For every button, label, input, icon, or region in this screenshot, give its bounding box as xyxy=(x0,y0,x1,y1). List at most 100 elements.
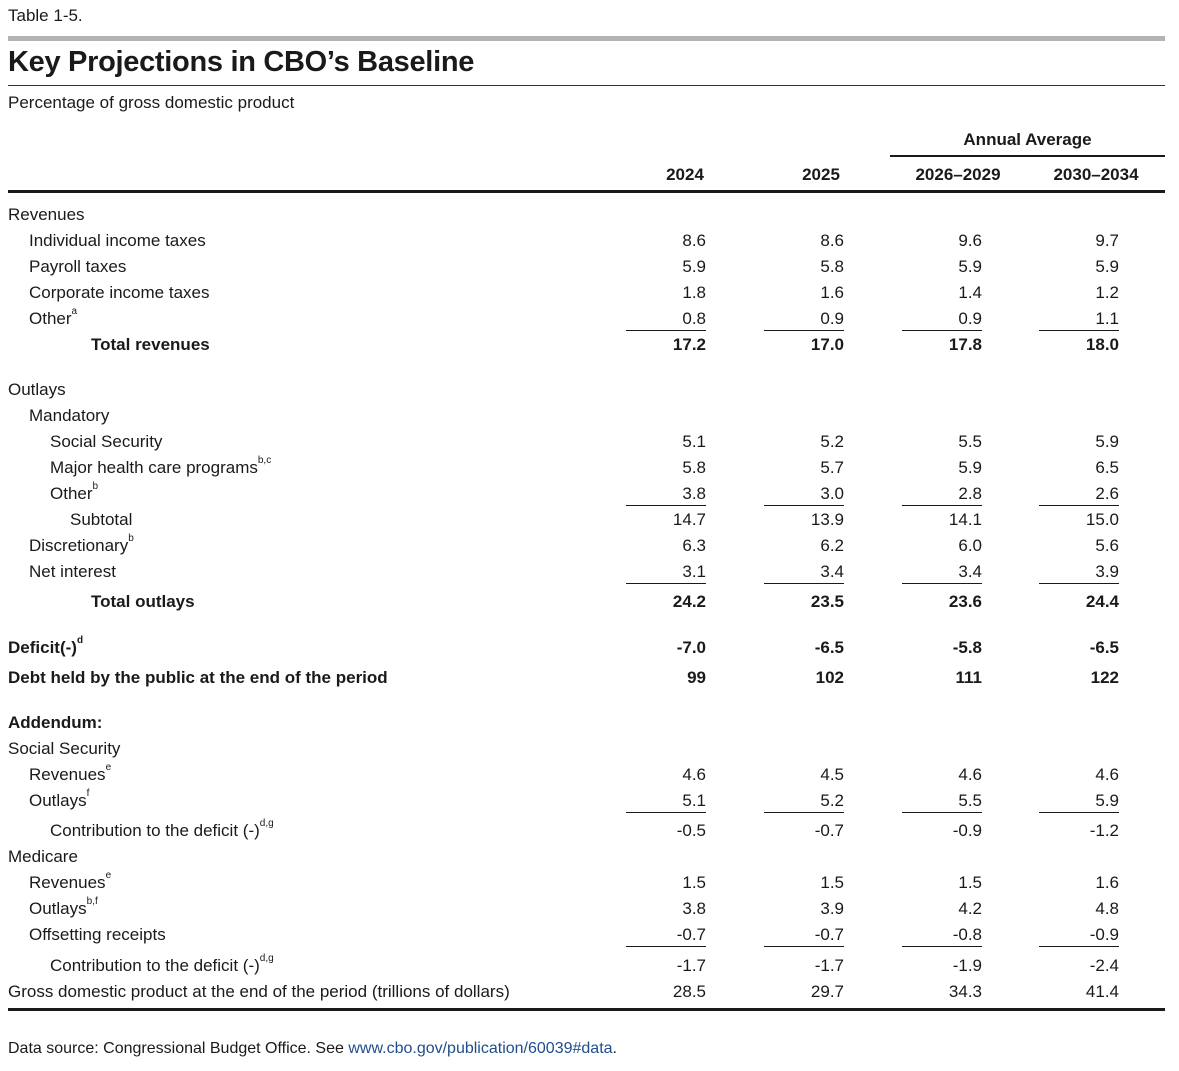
cell-value: -0.5 xyxy=(676,821,706,840)
footnote-marker: a xyxy=(71,306,78,318)
cell-value: 5.9 xyxy=(958,257,982,276)
cell-value: 17.2 xyxy=(672,335,706,354)
row-label: Total outlays xyxy=(91,592,195,612)
table-row: Offsetting receipts -0.7 -0.7 -0.8 -0.9 xyxy=(0,925,1179,949)
cell-value: 1.2 xyxy=(1095,283,1119,302)
row-label-text: Contribution to the deficit (-) xyxy=(50,821,260,840)
annual-average-rule xyxy=(890,155,1165,157)
cell-value: 4.6 xyxy=(1095,765,1119,784)
column-header-2024: 2024 xyxy=(666,165,704,184)
cell-value: -1.9 xyxy=(952,956,982,975)
cell-value: 1.1 xyxy=(1039,309,1119,331)
cell-value: 5.9 xyxy=(1095,432,1119,451)
row-label: Deficit(-)d xyxy=(8,636,83,658)
cell-value: -0.7 xyxy=(626,925,706,947)
cell-value: 23.5 xyxy=(810,592,844,611)
table-row: Revenues xyxy=(0,205,1179,229)
table-row: Outlaysf 5.1 5.2 5.5 5.9 xyxy=(0,789,1179,815)
table-row: Major health care programsb,c 5.8 5.7 5.9 6.… xyxy=(0,455,1179,482)
row-label: Corporate income taxes xyxy=(29,283,209,303)
cell-value: 29.7 xyxy=(810,982,844,1001)
cell-value: 15.0 xyxy=(1085,510,1119,529)
cell-value: 102 xyxy=(815,668,844,687)
cell-value: 3.1 xyxy=(626,562,706,584)
table-row: Total outlays 24.2 23.5 23.6 24.4 xyxy=(0,592,1179,616)
table-row: Net interest 3.1 3.4 3.4 3.9 xyxy=(0,562,1179,586)
row-label-text: Individual income taxes xyxy=(29,231,206,250)
cell-value: 6.5 xyxy=(1095,458,1119,477)
row-label: Mandatory xyxy=(29,406,109,426)
cell-value: 5.8 xyxy=(682,458,706,477)
cell-value: 9.6 xyxy=(958,231,982,250)
cell-value: -1.2 xyxy=(1089,821,1119,840)
footnote-marker: d,g xyxy=(259,818,274,830)
row-label: Medicare xyxy=(8,847,78,867)
cell-value: 6.3 xyxy=(682,536,706,555)
row-label-text: Offsetting receipts xyxy=(29,925,166,944)
cell-value: 0.8 xyxy=(626,309,706,331)
cell-value: -0.9 xyxy=(1039,925,1119,947)
table-row: Mandatory xyxy=(0,406,1179,430)
cell-value: 28.5 xyxy=(672,982,706,1001)
cell-value: -7.0 xyxy=(676,638,706,657)
row-label: Outlays xyxy=(8,380,66,400)
cell-value: 18.0 xyxy=(1085,335,1119,354)
title-rule xyxy=(8,85,1165,86)
table-row: Subtotal 14.7 13.9 14.1 15.0 xyxy=(0,510,1179,534)
cell-value: 5.9 xyxy=(1039,791,1119,813)
row-label-text: Discretionary xyxy=(29,536,129,555)
footnote-marker: e xyxy=(105,762,112,774)
row-label: Subtotal xyxy=(70,510,132,530)
cell-value: 2.6 xyxy=(1039,484,1119,506)
footnote-marker: e xyxy=(105,870,112,882)
cell-value: -2.4 xyxy=(1089,956,1119,975)
row-label: Revenuese xyxy=(29,870,112,893)
row-label-text: Revenues xyxy=(29,765,106,784)
row-label-text: Revenues xyxy=(8,205,85,224)
table-row: Revenuese 1.5 1.5 1.5 1.6 xyxy=(0,870,1179,897)
cell-value: 23.6 xyxy=(948,592,982,611)
row-label: Outlaysb,f xyxy=(29,897,98,919)
cell-value: 5.2 xyxy=(764,791,844,813)
cell-value: 1.5 xyxy=(958,873,982,892)
table-row: Social Security xyxy=(0,739,1179,763)
row-label: Revenuese xyxy=(29,762,112,785)
cell-value: 5.9 xyxy=(958,458,982,477)
row-label: Debt held by the public at the end of th… xyxy=(8,668,388,688)
column-header-2030-2034: 2030–2034 xyxy=(1053,165,1139,184)
bottom-rule xyxy=(8,1008,1165,1011)
cell-value: 8.6 xyxy=(820,231,844,250)
cell-value: -1.7 xyxy=(676,956,706,975)
cell-value: 5.6 xyxy=(1095,536,1119,555)
cell-value: 17.8 xyxy=(948,335,982,354)
row-label: Total revenues xyxy=(91,335,210,355)
cell-value: 13.9 xyxy=(810,510,844,529)
data-source-note: Data source: Congressional Budget Office… xyxy=(8,1040,617,1058)
row-label: Individual income taxes xyxy=(29,231,206,251)
cell-value: -5.8 xyxy=(952,638,982,657)
cell-value: 41.4 xyxy=(1085,982,1119,1001)
cell-value: 3.0 xyxy=(764,484,844,506)
table-row: Addendum: xyxy=(0,713,1179,737)
row-label-text: Major health care programs xyxy=(50,458,258,477)
cell-value: 8.6 xyxy=(682,231,706,250)
row-label-text: Medicare xyxy=(8,847,78,866)
cell-value: 14.7 xyxy=(672,510,706,529)
footnote-marker: b,c xyxy=(257,455,272,467)
source-text: Data source: Congressional Budget Office… xyxy=(8,1040,349,1057)
row-label-text: Deficit(-) xyxy=(8,638,77,657)
cell-value: -0.7 xyxy=(764,925,844,947)
cell-value: 99 xyxy=(687,668,706,687)
row-label: Offsetting receipts xyxy=(29,925,166,945)
cell-value: 17.0 xyxy=(810,335,844,354)
source-link[interactable]: www.cbo.gov/publication/60039#data xyxy=(348,1040,613,1057)
top-rule xyxy=(8,36,1165,41)
cell-value: 1.6 xyxy=(820,283,844,302)
row-label: Addendum: xyxy=(8,713,102,733)
row-label-text: Corporate income taxes xyxy=(29,283,210,302)
footnote-marker: d,g xyxy=(259,953,274,965)
cell-value: 3.4 xyxy=(764,562,844,584)
row-label-text: Subtotal xyxy=(70,510,133,529)
row-label: Payroll taxes xyxy=(29,257,126,277)
